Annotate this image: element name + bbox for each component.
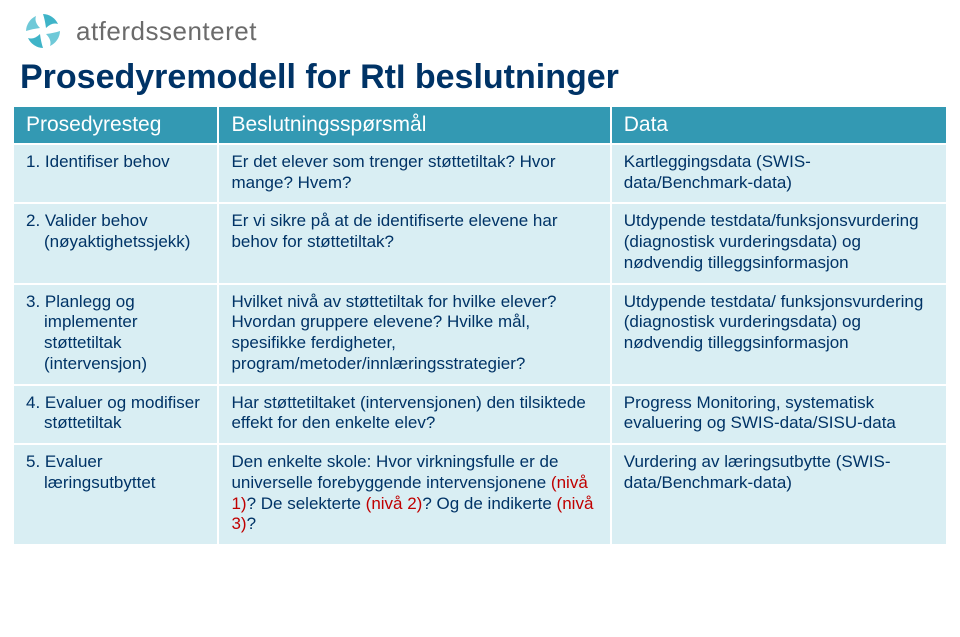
cell-step: 4. Evaluer og modifiser støttetiltak	[13, 385, 218, 444]
procedure-table: Prosedyresteg Beslutningsspørsmål Data 1…	[12, 105, 948, 546]
cell-step: 3. Planlegg og implementer støttetiltak …	[13, 284, 218, 385]
cell-step: 2. Valider behov (nøyaktighets­sjekk)	[13, 203, 218, 283]
niva-2: (nivå 2)	[366, 494, 423, 513]
table-row: 4. Evaluer og modifiser støttetiltak Har…	[13, 385, 947, 444]
cell-step: 5. Evaluer læringsutbyttet	[13, 444, 218, 545]
logo-text: atferdssenteret	[76, 16, 257, 47]
logo-icon	[20, 8, 66, 54]
table-row: 2. Valider behov (nøyaktighets­sjekk) Er…	[13, 203, 947, 283]
logo-row: atferdssenteret	[0, 0, 960, 56]
table-row: 3. Planlegg og implementer støttetiltak …	[13, 284, 947, 385]
cell-data: Kartleggingsdata (SWIS-data/Benchmark-da…	[611, 144, 947, 203]
cell-data: Progress Monitoring, systematisk evaluer…	[611, 385, 947, 444]
col-header-step: Prosedyresteg	[13, 106, 218, 144]
col-header-question: Beslutningsspørsmål	[218, 106, 610, 144]
cell-question: Er vi sikre på at de identifiserte eleve…	[218, 203, 610, 283]
col-header-data: Data	[611, 106, 947, 144]
page-title: Prosedyremodell for RtI beslutninger	[0, 56, 960, 105]
question-text: ? De selekterte	[247, 494, 366, 513]
question-text: Den enkelte skole: Hvor virkningsfulle e…	[231, 452, 558, 492]
cell-question: Hvilket nivå av støttetiltak for hvilke …	[218, 284, 610, 385]
table-row: 1. Identifiser behov Er det elever som t…	[13, 144, 947, 203]
cell-question: Har støttetiltaket (intervensjonen) den …	[218, 385, 610, 444]
question-text: ?	[247, 514, 256, 533]
question-text: ? Og de indikerte	[422, 494, 556, 513]
table-header-row: Prosedyresteg Beslutningsspørsmål Data	[13, 106, 947, 144]
cell-question: Den enkelte skole: Hvor virkningsfulle e…	[218, 444, 610, 545]
table-row: 5. Evaluer læringsutbyttet Den enkelte s…	[13, 444, 947, 545]
cell-data: Vurdering av læringsutbytte (SWIS-data/B…	[611, 444, 947, 545]
cell-data: Utdypende testdata/funksjonsvurdering (d…	[611, 203, 947, 283]
cell-data: Utdypende testdata/ funksjonsvurdering (…	[611, 284, 947, 385]
cell-question: Er det elever som trenger støttetiltak? …	[218, 144, 610, 203]
cell-step: 1. Identifiser behov	[13, 144, 218, 203]
